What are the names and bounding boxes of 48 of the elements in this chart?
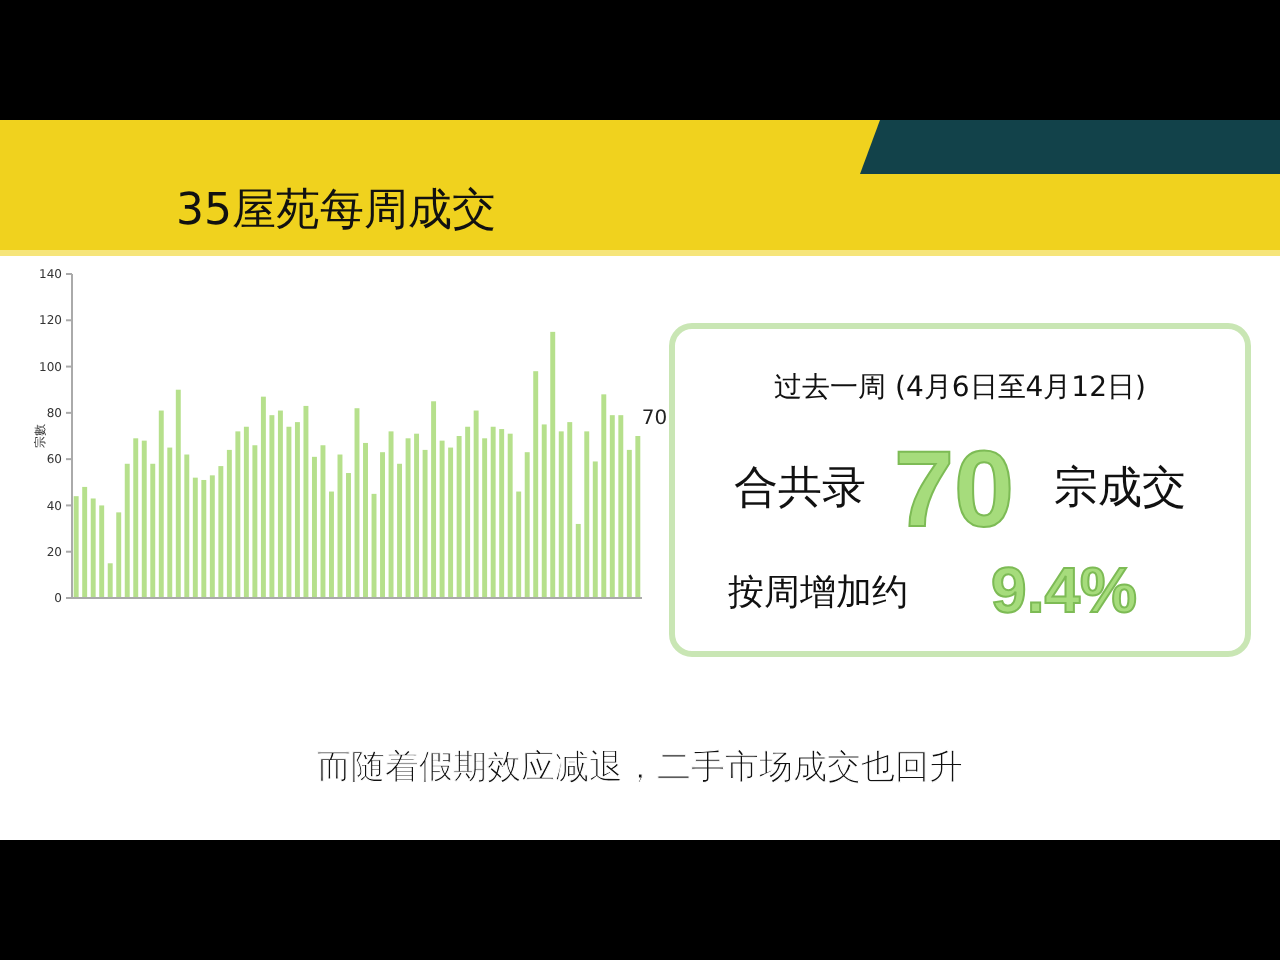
bar	[439, 440, 445, 598]
text: 过去一周 (4月6日至4月12日)	[774, 372, 1146, 404]
bar	[609, 415, 615, 598]
data-label: 70	[641, 408, 668, 430]
bar	[235, 431, 241, 598]
bar	[550, 331, 556, 598]
bar	[499, 429, 505, 598]
bar	[218, 466, 224, 598]
bar	[473, 410, 479, 598]
bar	[116, 512, 122, 598]
bar	[82, 486, 88, 598]
bar	[303, 405, 309, 598]
bar	[380, 452, 385, 598]
bar	[133, 438, 139, 598]
bar	[567, 422, 573, 598]
bar	[243, 426, 249, 598]
bar	[260, 396, 266, 598]
bar	[448, 447, 454, 598]
bar	[388, 431, 394, 598]
bar	[601, 394, 607, 598]
text: 宗成交	[1054, 464, 1186, 514]
bar	[201, 479, 207, 598]
bar	[90, 498, 96, 598]
bar	[158, 410, 164, 598]
bar	[584, 431, 590, 598]
chart-title: 35屋苑每周成交	[176, 186, 496, 236]
bar	[175, 389, 181, 598]
bar	[618, 415, 624, 598]
bar	[405, 438, 411, 598]
text: 9.4%	[991, 554, 1137, 626]
bar	[414, 433, 420, 598]
bar	[363, 442, 368, 598]
text: 合共录	[734, 464, 866, 514]
bar	[141, 440, 147, 598]
bar	[277, 410, 283, 598]
text: 按周增加约	[728, 572, 908, 614]
bar	[320, 445, 326, 598]
bar	[490, 426, 496, 598]
bar	[533, 371, 539, 598]
bar	[99, 505, 105, 598]
bar	[465, 426, 471, 598]
bar	[507, 433, 513, 598]
bar	[192, 477, 198, 598]
bar	[635, 436, 641, 598]
bar	[431, 401, 437, 598]
bar	[346, 473, 351, 598]
text: 70	[893, 430, 1015, 550]
bar	[329, 491, 334, 598]
